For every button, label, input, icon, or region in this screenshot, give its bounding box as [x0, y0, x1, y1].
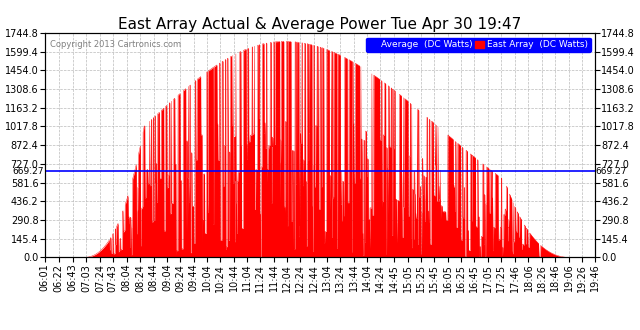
- Title: East Array Actual & Average Power Tue Apr 30 19:47: East Array Actual & Average Power Tue Ap…: [118, 17, 522, 32]
- Text: Copyright 2013 Cartronics.com: Copyright 2013 Cartronics.com: [51, 40, 181, 49]
- Legend: Average  (DC Watts), East Array  (DC Watts): Average (DC Watts), East Array (DC Watts…: [367, 38, 591, 52]
- Text: 669.27: 669.27: [596, 167, 627, 176]
- Text: 669.27: 669.27: [13, 167, 44, 176]
